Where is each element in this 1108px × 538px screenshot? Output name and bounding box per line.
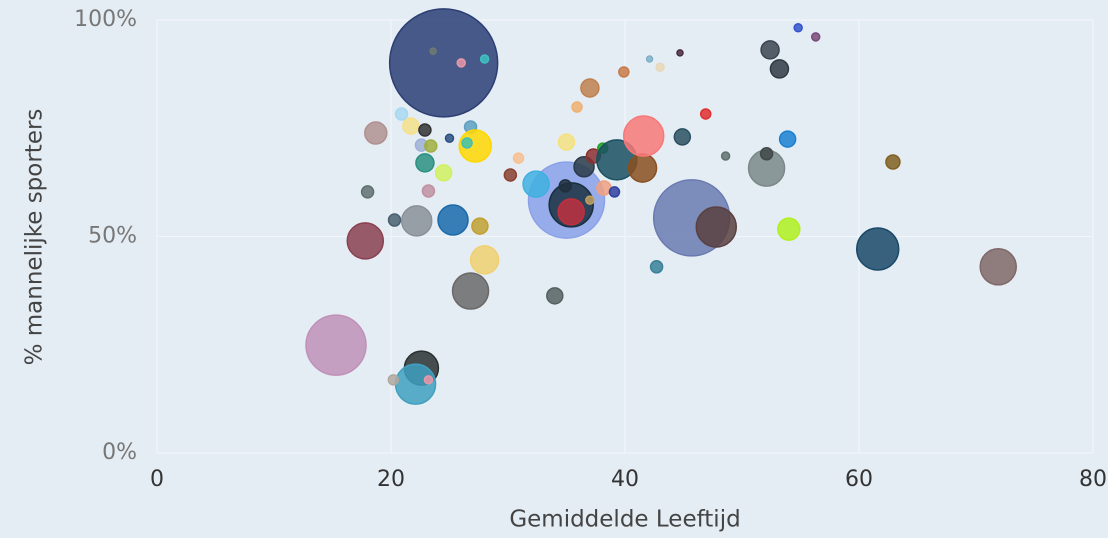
bubble [557, 198, 585, 226]
bubble [979, 248, 1017, 286]
bubble [503, 168, 518, 182]
bubble [622, 115, 665, 157]
bubble [546, 287, 564, 305]
bubble [558, 179, 573, 193]
bubble [645, 55, 654, 63]
x-tick-label: 60 [845, 467, 873, 492]
bubble [769, 59, 790, 79]
bubble [760, 40, 780, 60]
bubble [649, 260, 664, 274]
bubble [778, 130, 797, 148]
bubble [777, 217, 801, 241]
bubble [418, 123, 432, 137]
x-axis-title: Gemiddelde Leeftijd [509, 507, 740, 533]
bubble [557, 133, 576, 151]
bubble [400, 205, 433, 237]
bubble [451, 272, 490, 310]
bubble [571, 101, 583, 113]
bubble [402, 117, 420, 135]
bubble [759, 147, 774, 161]
bubble [423, 375, 434, 385]
bubble [885, 154, 901, 170]
bubble [585, 195, 595, 205]
bubble [720, 151, 731, 161]
bubble [394, 107, 409, 121]
y-tick-label: 100% [74, 7, 137, 32]
bubble [627, 153, 658, 183]
bubble [421, 184, 436, 198]
bubble [444, 133, 455, 143]
bubble [810, 32, 821, 42]
x-tick-label: 0 [150, 467, 164, 492]
y-axis-title: % mannelijke sporters [22, 109, 48, 366]
bubble [695, 206, 738, 248]
y-tick-label: 50% [88, 224, 137, 249]
bubble [793, 23, 803, 33]
bubble [437, 204, 469, 236]
bubble [676, 49, 684, 57]
bubble [387, 213, 402, 227]
bubble [580, 78, 600, 98]
bubble [512, 152, 525, 164]
bubble [346, 222, 385, 260]
bubble [469, 245, 500, 275]
bubble [608, 186, 621, 198]
bubble [618, 66, 630, 78]
bubble [424, 139, 438, 153]
bubble [855, 227, 900, 271]
bubble [305, 314, 367, 376]
bubble [388, 8, 499, 118]
x-tick-label: 80 [1079, 467, 1107, 492]
bubble [360, 185, 375, 199]
bubble [461, 137, 473, 149]
bubble [655, 62, 665, 72]
bubble [471, 217, 489, 235]
bubble [434, 164, 453, 182]
bubble [429, 47, 437, 55]
bubble [479, 54, 490, 64]
x-tick-label: 40 [611, 467, 639, 492]
bubble [387, 374, 400, 386]
bubble [456, 58, 466, 68]
x-tick-label: 20 [377, 467, 405, 492]
bubble [415, 153, 435, 173]
y-tick-label: 0% [102, 440, 137, 465]
bubble [673, 128, 692, 146]
bubble [522, 170, 550, 198]
bubble [364, 121, 388, 145]
bubble [699, 108, 712, 120]
